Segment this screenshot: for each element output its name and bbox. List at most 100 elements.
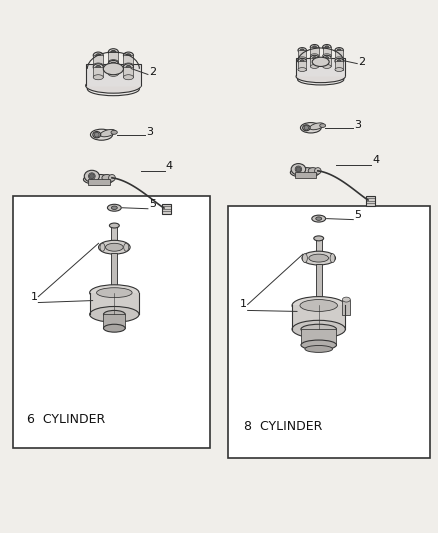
Ellipse shape (111, 206, 117, 209)
Ellipse shape (110, 223, 119, 228)
Ellipse shape (102, 174, 112, 181)
Ellipse shape (325, 46, 329, 49)
Text: 4: 4 (166, 161, 173, 171)
Ellipse shape (292, 296, 346, 314)
Ellipse shape (310, 54, 319, 58)
Bar (228, 206, 430, 457)
Ellipse shape (335, 47, 343, 53)
Ellipse shape (302, 254, 307, 263)
Bar (310, 58, 319, 67)
Text: 4: 4 (372, 155, 379, 165)
Ellipse shape (90, 306, 139, 322)
Ellipse shape (302, 251, 336, 265)
Ellipse shape (300, 49, 304, 52)
Bar (111, 225, 117, 245)
Ellipse shape (323, 45, 331, 50)
Ellipse shape (335, 68, 343, 71)
Bar (108, 64, 118, 74)
Ellipse shape (298, 57, 307, 61)
Ellipse shape (305, 345, 332, 352)
Ellipse shape (308, 168, 318, 174)
Bar (298, 50, 307, 59)
Bar (162, 204, 171, 214)
Bar (298, 61, 307, 69)
Ellipse shape (298, 47, 307, 53)
Ellipse shape (300, 123, 321, 133)
Bar (108, 52, 118, 62)
Text: 1: 1 (240, 300, 247, 310)
Bar (295, 172, 316, 178)
Bar (316, 264, 321, 303)
Bar (323, 58, 331, 67)
Ellipse shape (330, 254, 335, 263)
Ellipse shape (310, 64, 319, 68)
Ellipse shape (291, 164, 306, 175)
Ellipse shape (93, 64, 103, 70)
Bar (90, 293, 139, 314)
Ellipse shape (323, 55, 331, 61)
Ellipse shape (124, 52, 134, 59)
Ellipse shape (96, 288, 132, 297)
Bar (93, 55, 103, 66)
Circle shape (109, 174, 115, 181)
Circle shape (314, 168, 321, 174)
Ellipse shape (337, 49, 341, 52)
Ellipse shape (126, 54, 131, 57)
Ellipse shape (107, 204, 121, 211)
Ellipse shape (297, 74, 344, 85)
Ellipse shape (298, 59, 307, 64)
Ellipse shape (323, 64, 331, 68)
Ellipse shape (316, 217, 321, 220)
Ellipse shape (301, 340, 336, 350)
Circle shape (296, 167, 301, 172)
Ellipse shape (99, 240, 130, 254)
Ellipse shape (87, 82, 139, 96)
Ellipse shape (93, 63, 103, 68)
Ellipse shape (84, 170, 99, 182)
Text: 1: 1 (30, 292, 37, 302)
Ellipse shape (103, 324, 125, 332)
Ellipse shape (343, 297, 350, 302)
Ellipse shape (303, 125, 310, 131)
Ellipse shape (124, 63, 134, 68)
Ellipse shape (300, 300, 337, 311)
Text: 3: 3 (354, 120, 361, 130)
Ellipse shape (320, 124, 325, 127)
Ellipse shape (124, 243, 129, 251)
Ellipse shape (84, 174, 113, 184)
Ellipse shape (91, 129, 113, 140)
Text: 3: 3 (146, 127, 153, 136)
Ellipse shape (312, 57, 329, 67)
Ellipse shape (96, 66, 101, 69)
Polygon shape (296, 58, 345, 76)
Bar (316, 238, 321, 256)
Text: 5: 5 (149, 199, 156, 209)
Text: 5: 5 (354, 209, 361, 220)
Circle shape (304, 126, 309, 130)
Bar (124, 55, 134, 66)
Ellipse shape (100, 243, 105, 251)
Bar (124, 67, 134, 77)
Ellipse shape (335, 59, 343, 64)
Text: 2: 2 (358, 56, 365, 67)
Circle shape (95, 132, 99, 137)
Bar (292, 305, 346, 329)
Bar (93, 67, 103, 77)
Bar (111, 253, 117, 290)
Ellipse shape (325, 56, 329, 59)
Ellipse shape (310, 45, 319, 50)
Ellipse shape (337, 60, 341, 62)
Ellipse shape (88, 173, 95, 180)
Bar (301, 329, 336, 345)
Ellipse shape (310, 123, 324, 130)
Ellipse shape (313, 46, 317, 49)
Ellipse shape (93, 75, 103, 80)
Ellipse shape (111, 51, 116, 54)
Bar (88, 179, 110, 185)
Bar (335, 61, 343, 69)
Ellipse shape (100, 130, 116, 137)
Ellipse shape (124, 75, 134, 80)
Ellipse shape (108, 49, 118, 55)
Bar (13, 196, 210, 448)
Ellipse shape (126, 66, 131, 69)
